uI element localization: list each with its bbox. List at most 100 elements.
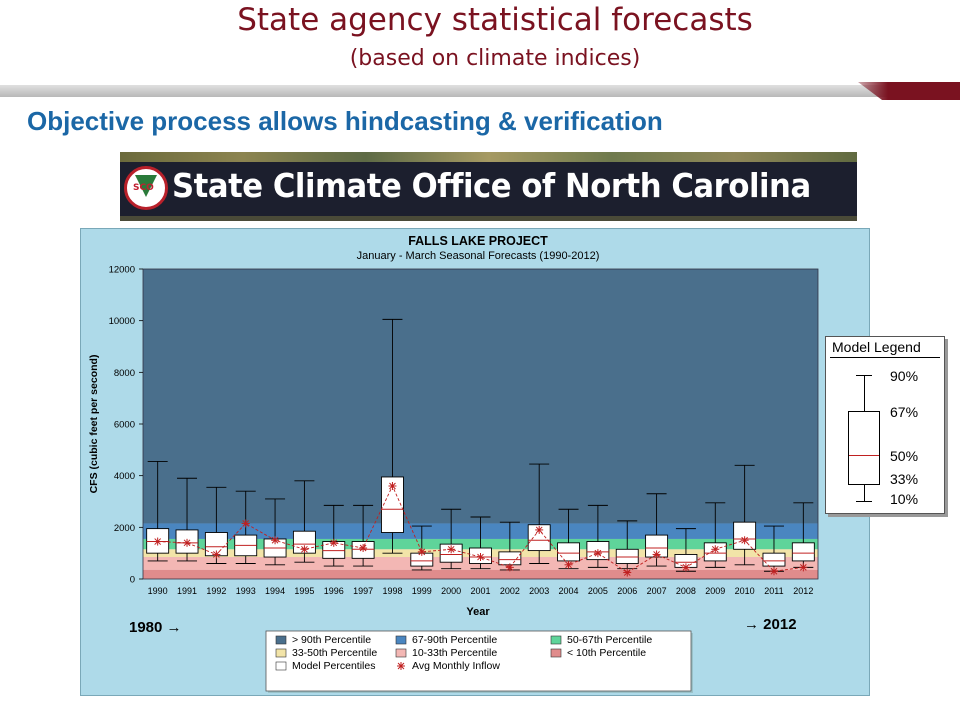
x-tick-label-2005: 2005	[588, 586, 608, 596]
falls-lake-chart: FALLS LAKE PROJECT January - March Seaso…	[88, 234, 819, 693]
legend-entry-5: < 10th Percentile	[550, 647, 646, 659]
legend-label: 33-50th Percentile	[292, 647, 377, 659]
x-tick-label-2009: 2009	[705, 586, 725, 596]
model-legend-box	[848, 411, 880, 485]
model-box-1999	[410, 525, 434, 571]
x-tick-label-2001: 2001	[470, 586, 490, 596]
star-d2	[653, 551, 660, 558]
avg-inflow-point-2000	[447, 545, 456, 554]
x-tick-label-1990: 1990	[148, 586, 168, 596]
box-body	[498, 551, 522, 566]
legend-frame	[265, 630, 692, 692]
legend-entry-4: 10-33th Percentile	[395, 647, 497, 659]
box-body	[527, 524, 551, 552]
legend-label: 67-90th Percentile	[412, 634, 497, 646]
sco-logo-icon: SCO	[124, 166, 168, 210]
legend-label: Avg Monthly Inflow	[412, 660, 500, 672]
x-tick-label-2004: 2004	[559, 586, 579, 596]
legend-swatch	[550, 648, 562, 658]
sco-logo-triangle	[135, 175, 157, 197]
chart-title: FALLS LAKE PROJECT	[408, 234, 548, 248]
star-d2	[359, 544, 367, 552]
model-box-1996	[322, 504, 346, 567]
y-tick-label-1: 2000	[114, 523, 135, 534]
avg-inflow-point-1997	[359, 544, 368, 552]
legend-entry-1: 67-90th Percentile	[395, 634, 497, 646]
x-tick-label-2000: 2000	[441, 586, 461, 596]
y-axis-label: CFS (cubic feet per second)	[88, 355, 100, 494]
star-d2	[682, 564, 690, 571]
y-tick-label-3: 6000	[114, 420, 135, 431]
legend-label: < 10th Percentile	[567, 647, 646, 659]
model-legend-divider	[830, 357, 940, 358]
avg-inflow-point-2004	[564, 560, 573, 569]
x-axis-label: Year	[466, 606, 490, 618]
y-tick-label-6: 12000	[109, 265, 135, 276]
avg-inflow-point-2010	[740, 536, 749, 545]
y-tick-label-4: 8000	[114, 368, 135, 379]
legend-swatch	[275, 635, 287, 645]
star-d2	[477, 553, 484, 561]
avg-inflow-point-1991	[183, 538, 192, 547]
star-d2	[799, 564, 807, 571]
x-tick-label-2007: 2007	[647, 586, 667, 596]
legend-entry-3: 33-50th Percentile	[275, 647, 377, 659]
chart-panel: FALLS LAKE PROJECT January - March Seaso…	[80, 228, 870, 696]
x-tick-label-2003: 2003	[529, 586, 549, 596]
x-tick-label-2002: 2002	[500, 586, 520, 596]
range-end-label: → 2012	[744, 616, 797, 633]
model-box-1993	[234, 490, 258, 564]
x-tick-label-1998: 1998	[382, 586, 402, 596]
avg-inflow-point-1999	[417, 547, 426, 556]
avg-monthly-inflow-series	[153, 482, 808, 577]
x-tick-label-2008: 2008	[676, 586, 696, 596]
chart-subtitle: January - March Seasonal Forecasts (1990…	[357, 250, 600, 262]
model-legend-whisker-bottom	[864, 485, 865, 501]
model-legend-whisker-top	[864, 375, 865, 411]
star-d2	[242, 520, 250, 527]
box-body	[381, 476, 404, 533]
percentile-band-0	[143, 269, 818, 524]
star-d2	[418, 548, 426, 556]
avg-inflow-point-1992	[212, 550, 221, 559]
percentile-bands	[142, 268, 819, 580]
legend-swatch	[550, 635, 562, 645]
avg-inflow-point-2009	[711, 545, 720, 554]
avg-inflow-point-1990	[153, 537, 162, 546]
legend-entry-0: > 90th Percentile	[275, 634, 371, 646]
star-d2	[594, 549, 602, 557]
star-d2	[623, 569, 631, 576]
banner-text: State Climate Office of North Carolina	[172, 166, 811, 205]
model-box-2002	[498, 521, 522, 571]
star-d2	[389, 482, 396, 490]
model-box-2003	[527, 463, 551, 564]
x-tick-label-1993: 1993	[236, 586, 256, 596]
model-legend-label-90: 90%	[890, 368, 919, 384]
legend-swatch	[395, 648, 407, 658]
chart-legend: > 90th Percentile 67-90th Percentile 50-67…	[265, 630, 693, 693]
avg-inflow-point-2003	[535, 525, 544, 534]
avg-inflow-point-1994	[271, 536, 280, 545]
box-body	[615, 548, 639, 564]
sco-banner: SCO State Climate Office of North Caroli…	[120, 152, 857, 221]
avg-inflow-point-2007	[652, 550, 661, 559]
y-tick-label-5: 10000	[109, 316, 135, 327]
slide-title: State agency statistical forecasts (base…	[0, 0, 960, 74]
model-box-2006	[615, 520, 639, 570]
avg-inflow-point-1998	[388, 482, 397, 490]
slide-subtitle: Objective process allows hindcasting & v…	[27, 106, 663, 136]
legend-entry-2: 50-67th Percentile	[550, 634, 652, 646]
legend-label: 10-33th Percentile	[412, 647, 497, 659]
x-tick-label-1991: 1991	[177, 586, 197, 596]
star-d2	[154, 538, 162, 545]
box-body	[791, 542, 815, 562]
title-divider	[0, 85, 960, 97]
legend-swatch	[275, 661, 287, 671]
avg-inflow-point-2006	[623, 568, 632, 577]
star-d2	[183, 539, 191, 547]
avg-inflow-point-2005	[593, 549, 602, 558]
model-box-2010	[733, 464, 757, 566]
x-axis-ticks: 1990 1991 1992 1993 1994 1995 1996 1997 1998 1999…	[148, 586, 814, 596]
x-tick-label-1995: 1995	[294, 586, 314, 596]
percentile-band-5	[143, 569, 818, 579]
